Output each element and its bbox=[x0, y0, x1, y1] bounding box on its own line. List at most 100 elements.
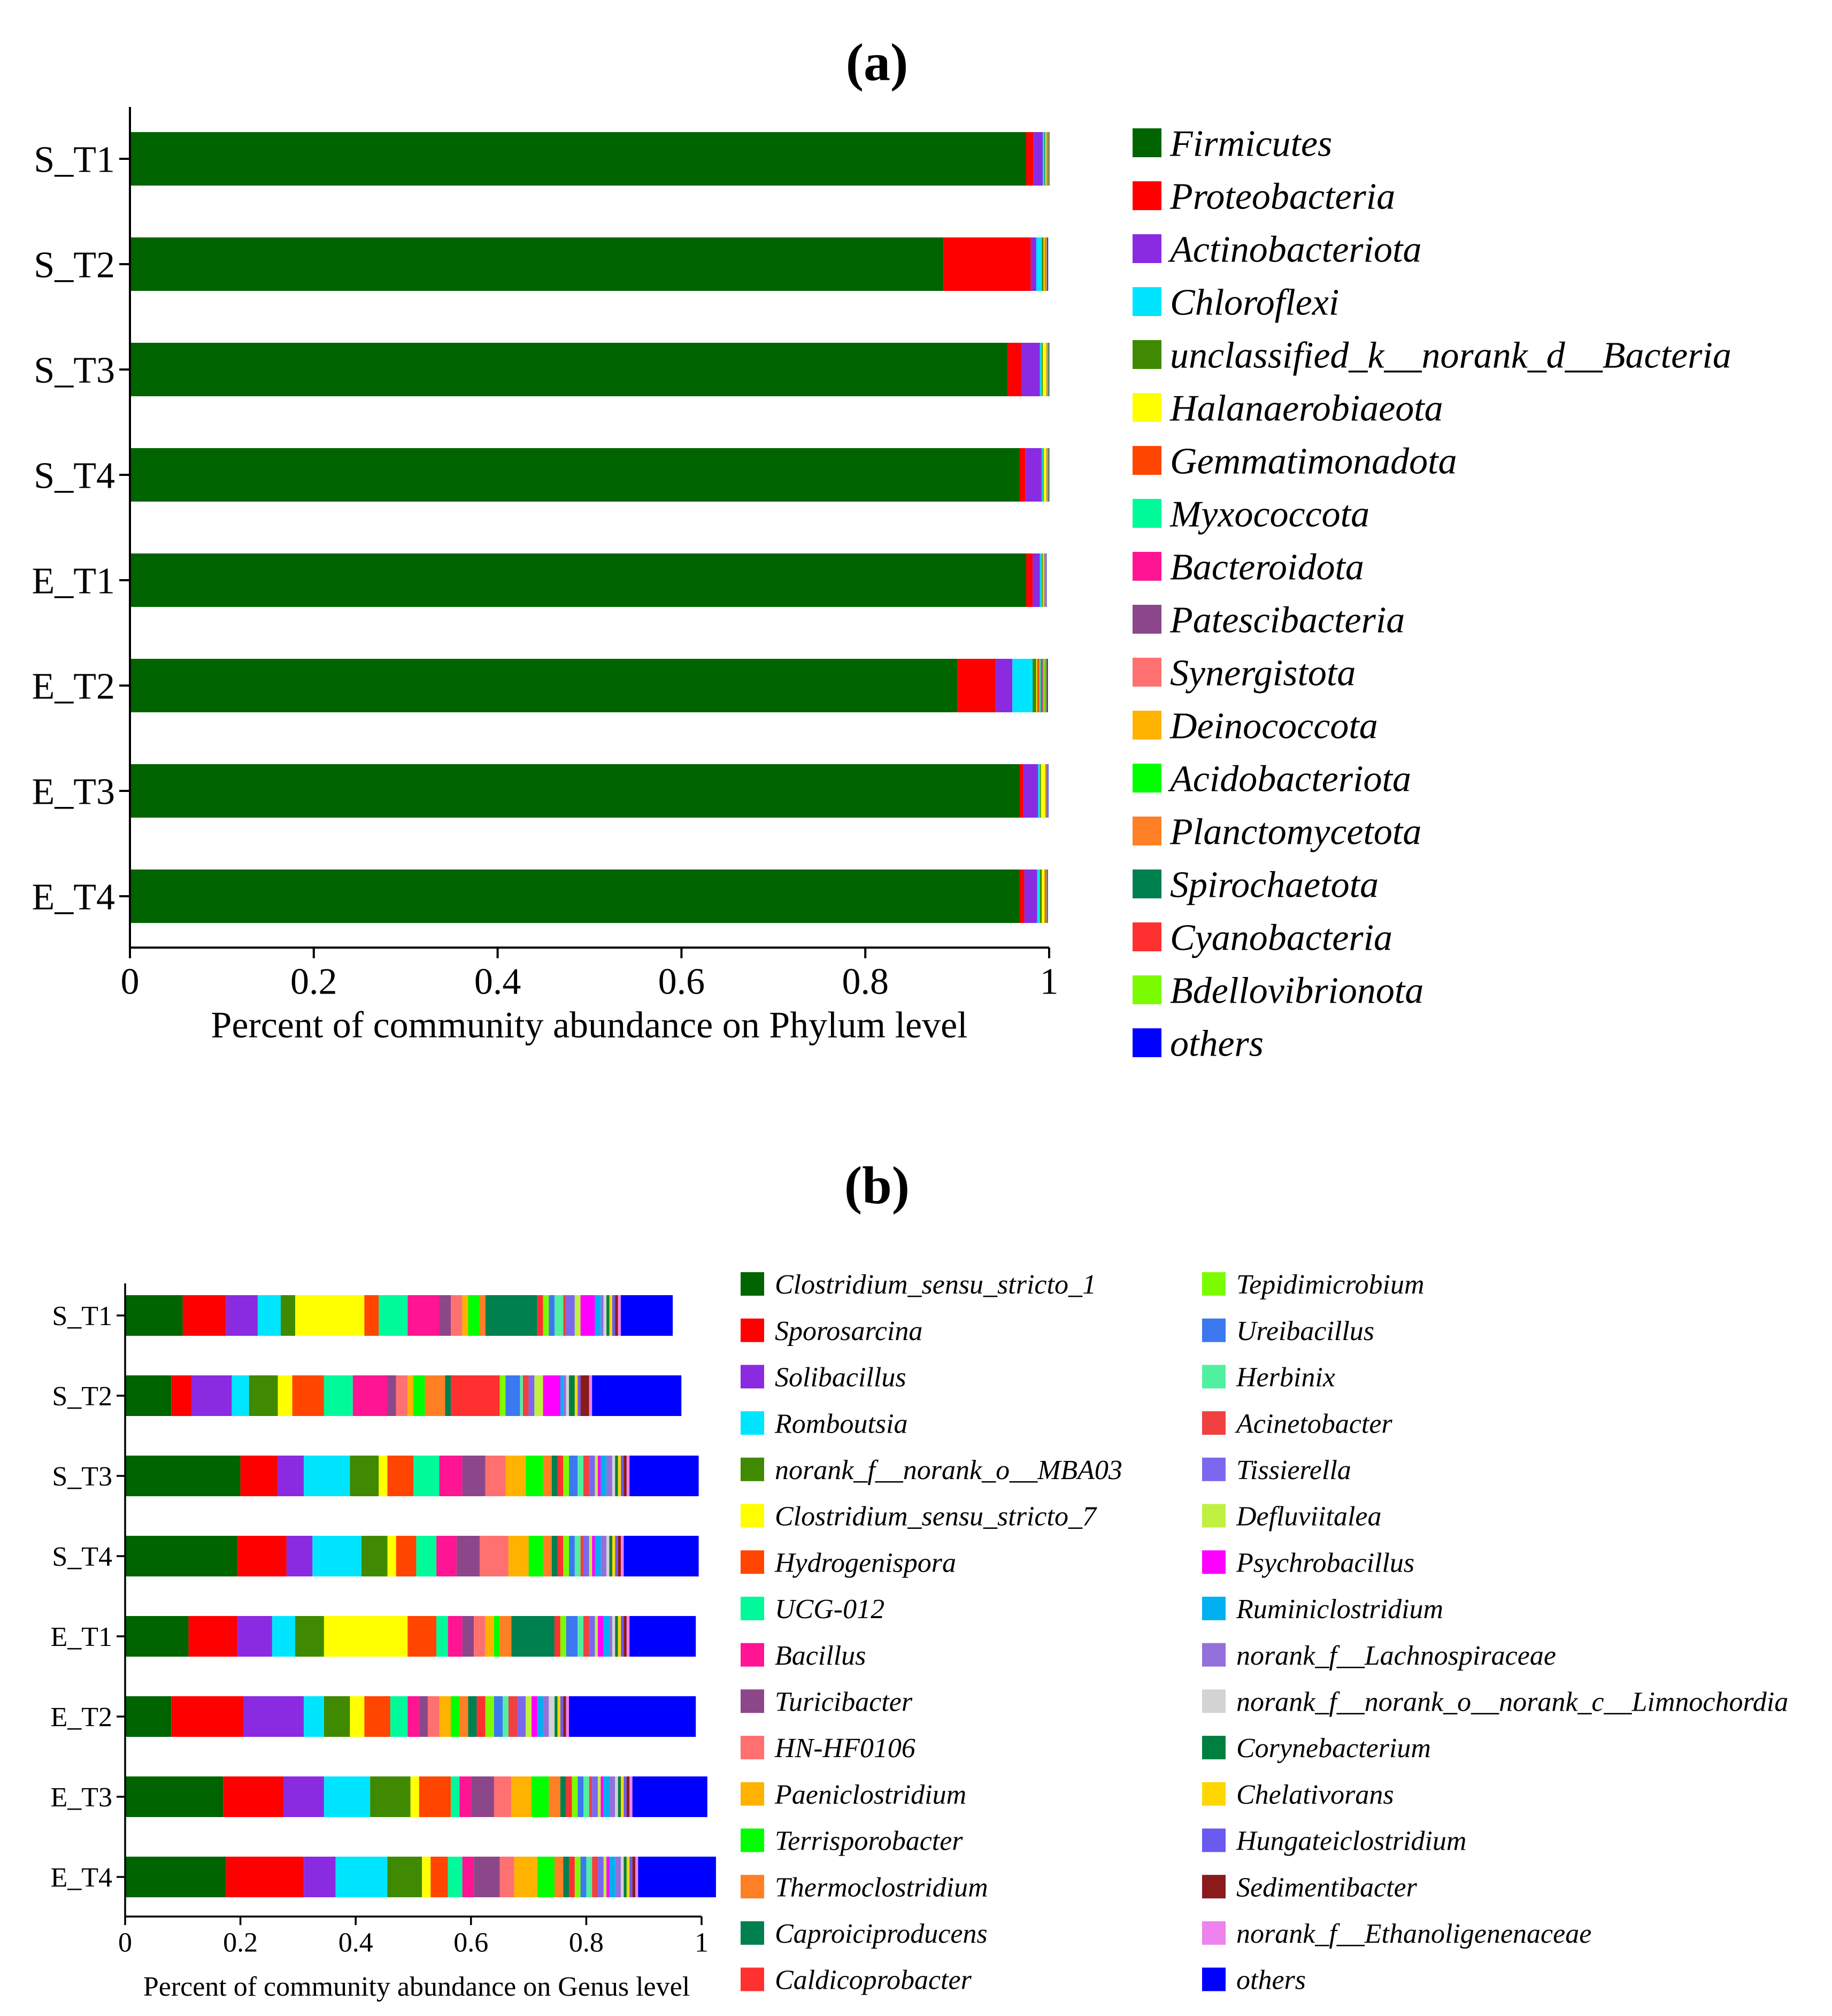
bar-segment-e-t4-clostridium-sensu-stricto-1 bbox=[125, 1857, 226, 1897]
bar-segment-e-t1-halanaerobiaeota bbox=[1042, 553, 1044, 607]
bar-segment-s-t4-chelativorans bbox=[612, 1536, 615, 1576]
bar-segment-s-t4-tepidimicrobium bbox=[563, 1536, 569, 1576]
bar-segment-e-t2-thermoclostridium bbox=[459, 1696, 468, 1737]
bar-segment-s-t2-norank-f-lachnospiraceae bbox=[563, 1375, 566, 1416]
legend-label-spirochaetota: Spirochaetota bbox=[1170, 865, 1379, 906]
bar-segment-s-t2-paeniclostridium bbox=[407, 1375, 413, 1416]
legend-label-deinococcota: Deinococcota bbox=[1169, 706, 1378, 747]
bar-segment-e-t3-ruminiclostridium bbox=[603, 1776, 610, 1817]
legend-label-bacteroidota: Bacteroidota bbox=[1170, 547, 1364, 588]
bar-segment-e-t4-actinobacteriota bbox=[1024, 870, 1037, 923]
bar-segment-e-t2-patescibacteria bbox=[1042, 659, 1043, 712]
x-tick-label-4: 0.8 bbox=[569, 1927, 604, 1958]
bar-segment-e-t4-acinetobacter bbox=[592, 1857, 598, 1897]
bar-segment-s-t2-solibacillus bbox=[191, 1375, 232, 1416]
bar-segment-e-t3-actinobacteriota bbox=[1023, 764, 1038, 818]
bar-segment-s-t4-thermoclostridium bbox=[543, 1536, 552, 1576]
bar-segment-s-t4-clostridium-sensu-stricto-7 bbox=[387, 1536, 396, 1576]
bar-segment-e-t3-others bbox=[1048, 764, 1049, 818]
bar-segment-e-t2-sedimentibacter bbox=[563, 1696, 566, 1737]
bar-segment-s-t3-bacteroidota bbox=[1047, 343, 1048, 396]
legend-swatch-chloroflexi bbox=[1133, 287, 1161, 316]
bar-segment-s-t3-norank-f-ethanoligenenaceae bbox=[626, 1456, 630, 1496]
bar-segment-e-t2-herbinix bbox=[503, 1696, 509, 1737]
legend-swatch-sporosarcina bbox=[741, 1318, 764, 1342]
bar-segment-e-t3-halanaerobiaeota bbox=[1041, 764, 1046, 818]
bar-segment-e-t2-hungateiclostridium bbox=[560, 1696, 564, 1737]
legend-label-hungateiclostridium: Hungateiclostridium bbox=[1236, 1826, 1466, 1857]
y-tick-label-e-t3: E_T3 bbox=[50, 1782, 112, 1813]
y-tick-label-e-t4: E_T4 bbox=[50, 1863, 112, 1893]
bar-segment-s-t3-clostridium-sensu-stricto-7 bbox=[379, 1456, 388, 1496]
bar-segment-e-t2-caproiciproducens bbox=[468, 1696, 477, 1737]
bar-segment-e-t2-ureibacillus bbox=[494, 1696, 503, 1737]
bar-segment-s-t1-synergistota bbox=[1048, 132, 1049, 186]
legend-swatch-thermoclostridium bbox=[741, 1875, 764, 1899]
x-tick-label-4: 0.8 bbox=[842, 961, 889, 1003]
bar-segment-s-t2-sporosarcina bbox=[171, 1375, 191, 1416]
bar-segment-e-t4-norank-f-lachnospiraceae bbox=[615, 1857, 621, 1897]
bar-segment-e-t1-acinetobacter bbox=[583, 1616, 589, 1657]
bar-segment-s-t3-romboutsia bbox=[304, 1456, 350, 1496]
legend-label-ucg-012: UCG-012 bbox=[775, 1594, 884, 1625]
bar-segment-e-t2-ruminiclostridium bbox=[537, 1696, 543, 1737]
legend-swatch-norank-f-norank-o-norank-c-limnochordia bbox=[1202, 1689, 1226, 1713]
bar-segment-e-t2-turicibacter bbox=[419, 1696, 428, 1737]
bar-segment-e-t2-synergistota bbox=[1042, 659, 1044, 712]
legend-swatch-others bbox=[1133, 1028, 1161, 1057]
bar-segment-e-t1-tepidimicrobium bbox=[560, 1616, 566, 1657]
legend-label-myxococcota: Myxococcota bbox=[1169, 494, 1369, 535]
bar-segment-s-t2-gemmatimonadota bbox=[1044, 237, 1045, 291]
bar-segment-s-t2-norank-f-ethanoligenenaceae bbox=[589, 1375, 592, 1416]
bar-segment-s-t1-clostridium-sensu-stricto-7 bbox=[295, 1295, 365, 1336]
bar-segment-e-t4-solibacillus bbox=[304, 1857, 336, 1897]
legend-swatch-bacteroidota bbox=[1133, 552, 1161, 581]
bar-segment-s-t4-gemmatimonadota bbox=[1046, 448, 1047, 502]
legend-label-solibacillus: Solibacillus bbox=[775, 1363, 906, 1393]
bar-segment-e-t2-planctomycetota bbox=[1045, 659, 1046, 712]
legend-swatch-solibacillus bbox=[741, 1365, 764, 1389]
y-tick-label-s-t2: S_T2 bbox=[34, 245, 115, 286]
bar-segment-s-t4-planctomycetota bbox=[1048, 448, 1049, 502]
bar-segment-s-t3-tepidimicrobium bbox=[563, 1456, 569, 1496]
x-tick-label-2: 0.4 bbox=[338, 1927, 373, 1958]
bar-segment-s-t1-hydrogenispora bbox=[364, 1295, 379, 1336]
bar-segment-e-t3-firmicutes bbox=[130, 764, 1020, 818]
bar-segment-s-t3-norank-f-norank-o-mba03 bbox=[350, 1456, 379, 1496]
bar-segment-s-t4-proteobacteria bbox=[1019, 448, 1026, 502]
legend-swatch-others bbox=[1202, 1967, 1226, 1991]
legend-label-firmicutes: Firmicutes bbox=[1169, 124, 1332, 165]
bar-segment-e-t2-deinococcota bbox=[1043, 659, 1045, 712]
bar-segment-s-t1-acidobacteriota bbox=[1048, 132, 1049, 186]
bar-segment-s-t1-norank-f-lachnospiraceae bbox=[601, 1295, 604, 1336]
bar-segment-e-t1-caproiciproducens bbox=[511, 1616, 555, 1657]
bar-segment-s-t2-thermoclostridium bbox=[425, 1375, 445, 1416]
bar-segment-e-t2-solibacillus bbox=[243, 1696, 304, 1737]
legend-swatch-hungateiclostridium bbox=[1202, 1828, 1226, 1852]
bar-segment-s-t3-planctomycetota bbox=[1048, 343, 1049, 396]
bar-segment-s-t2-hn-hf0106 bbox=[396, 1375, 408, 1416]
bar-segment-s-t2-sedimentibacter bbox=[580, 1375, 589, 1416]
bar-segment-e-t3-chelativorans bbox=[621, 1776, 624, 1817]
bar-segment-s-t2-hydrogenispora bbox=[292, 1375, 324, 1416]
bar-segment-e-t1-terrisporobacter bbox=[494, 1616, 500, 1657]
bar-segment-s-t2-acinetobacter bbox=[522, 1375, 529, 1416]
bar-segment-e-t4-bacteroidota bbox=[1045, 870, 1046, 923]
bar-segment-e-t1-caldicoprobacter bbox=[555, 1616, 560, 1657]
bar-segment-e-t1-sporosarcina bbox=[188, 1616, 238, 1657]
bar-segment-e-t1-tissierella bbox=[589, 1616, 595, 1657]
bar-segment-s-t2-bacillus bbox=[352, 1375, 388, 1416]
bar-segment-e-t3-bacillus bbox=[459, 1776, 471, 1817]
x-tick-label-0: 0 bbox=[121, 961, 140, 1003]
y-tick-label-s-t4: S_T4 bbox=[52, 1542, 112, 1572]
bar-segment-e-t1-deinococcota bbox=[1045, 553, 1046, 607]
legend-swatch-planctomycetota bbox=[1133, 817, 1161, 845]
legend-label-cyanobacteria: Cyanobacteria bbox=[1170, 918, 1392, 959]
bar-segment-s-t4-norank-f-norank-o-norank-c-limnochordia bbox=[606, 1536, 610, 1576]
bar-segment-e-t1-thermoclostridium bbox=[499, 1616, 512, 1657]
bar-segment-s-t1-norank-f-ethanoligenenaceae bbox=[618, 1295, 621, 1336]
legend-swatch-proteobacteria bbox=[1133, 181, 1161, 210]
legend-label-others: others bbox=[1170, 1024, 1264, 1065]
bar-segment-s-t2-unclassified-k-norank-d-bacteria bbox=[1042, 237, 1044, 291]
y-tick-label-s-t1: S_T1 bbox=[52, 1301, 112, 1332]
